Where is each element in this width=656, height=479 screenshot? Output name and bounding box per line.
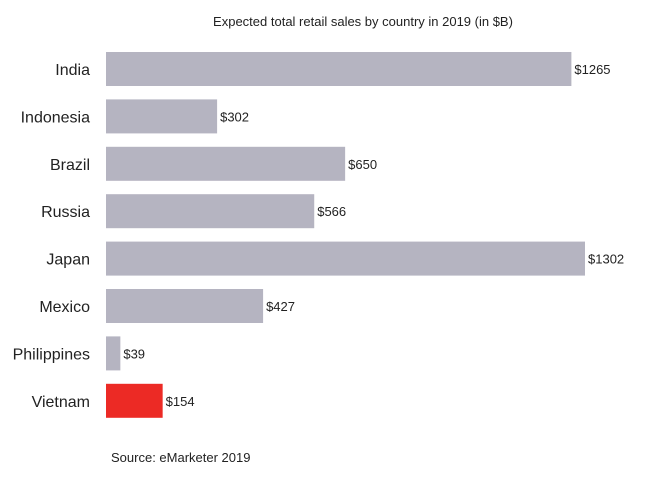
bar-india bbox=[106, 52, 572, 86]
data-label: $650 bbox=[348, 157, 377, 172]
bar-mexico bbox=[106, 289, 264, 323]
category-label: Indonesia bbox=[21, 109, 90, 126]
category-label: Vietnam bbox=[32, 394, 90, 411]
category-label: Mexico bbox=[39, 299, 90, 316]
category-label: Philippines bbox=[13, 346, 90, 363]
bar-brazil bbox=[106, 146, 346, 181]
bar-indonesia bbox=[106, 99, 218, 134]
data-label: $1265 bbox=[574, 62, 610, 77]
data-label: $1302 bbox=[588, 252, 624, 267]
chart-title: Expected total retail sales by country i… bbox=[213, 14, 513, 29]
category-label: India bbox=[55, 62, 90, 79]
category-label: Japan bbox=[46, 252, 90, 269]
data-label: $566 bbox=[317, 204, 346, 219]
data-label: $154 bbox=[166, 394, 195, 409]
bar-japan bbox=[106, 241, 585, 276]
bar-philippines bbox=[106, 336, 121, 371]
source-note: Source: eMarketer 2019 bbox=[111, 450, 251, 465]
category-label: Russia bbox=[41, 204, 90, 221]
bar-vietnam bbox=[106, 383, 163, 418]
data-label: $427 bbox=[266, 299, 295, 314]
data-label: $302 bbox=[220, 109, 249, 124]
category-label: Brazil bbox=[50, 157, 90, 174]
bar-russia bbox=[106, 194, 315, 229]
data-label: $39 bbox=[123, 346, 145, 361]
